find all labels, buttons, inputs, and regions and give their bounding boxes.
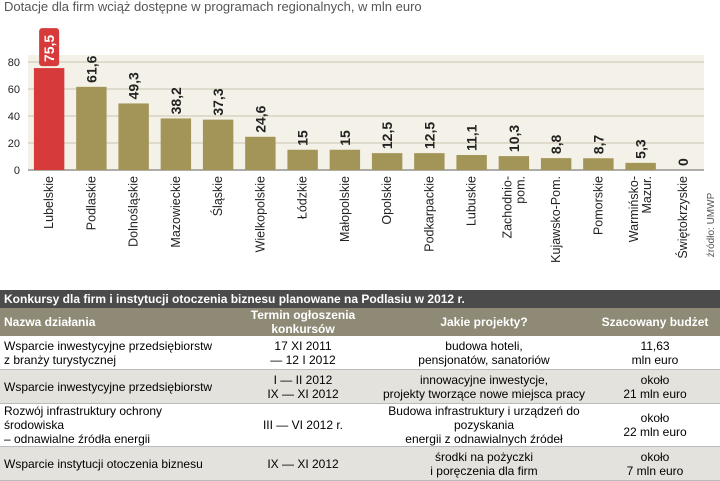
table-cell: około 22 mln euro (590, 403, 720, 447)
header-cell: Jakie projekty? (378, 308, 590, 336)
x-tick-label: Podlaskie (84, 176, 98, 230)
x-tick-label: Pomorskie (591, 176, 605, 235)
source: źródło: UMWP (706, 192, 717, 257)
table-cell: Wsparcie inwestycyjne przedsiębiorstw z … (0, 336, 228, 370)
table-row: Wsparcie inwestycyjne przedsiębiorstw z … (0, 336, 720, 370)
header-row: Nazwa działania Termin ogłoszenia konkurs… (0, 308, 720, 336)
x-tick-label: Lubuskie (465, 176, 479, 226)
x-tick-label: Warmińsko-Mazur. (627, 176, 654, 242)
table-cell: I — II 2012 IX — XI 2012 (228, 369, 378, 404)
x-tick-label: Lubelskie (42, 176, 56, 229)
x-tick-label: Opolskie (380, 176, 394, 225)
bar (76, 86, 107, 170)
value-label: 8,7 (590, 135, 606, 155)
y-tick-label: 0 (14, 165, 20, 177)
bar (540, 158, 572, 170)
bar (583, 158, 614, 170)
value-label: 61,6 (83, 55, 99, 82)
x-tick-label: Świętokrzyskie (675, 176, 690, 259)
value-label: 15 (295, 130, 311, 146)
value-label: 75,5 (41, 35, 57, 62)
bar (498, 156, 530, 170)
table: Konkursy dla firm i instytucji otoczenia… (0, 290, 720, 481)
table-cell: środki na pożyczki i poręczenia dla firm (378, 446, 590, 481)
value-label: 38,2 (168, 87, 184, 114)
x-tick-label: Zachodnio-pom. (500, 176, 527, 239)
chart: Dotacje dla firm wciąż dostępne w progra… (4, 0, 717, 263)
value-label: 5,3 (633, 139, 649, 159)
table-cell: III — VI 2012 r. (228, 403, 378, 447)
x-tick-label: Wielkopolskie (253, 176, 267, 252)
y-tick-label: 20 (8, 138, 20, 150)
bar (245, 136, 276, 170)
table-cell: Rozwój infrastruktury ochrony środowiska… (0, 403, 228, 447)
value-label: 12,5 (421, 122, 437, 149)
table-cell: Wsparcie inwestycyjne przedsiębiorstw (0, 369, 228, 404)
table-cell: 17 XI 2011 — 12 I 2012 (228, 336, 378, 370)
table-cell: około 7 mln euro (590, 446, 720, 481)
table-cell: IX — XI 2012 (228, 446, 378, 481)
value-label: 0 (675, 158, 691, 166)
bar (329, 149, 361, 170)
value-label: 12,5 (379, 122, 395, 149)
y-tick-label: 40 (8, 111, 20, 123)
header-cell: Nazwa działania (0, 308, 228, 336)
x-tick-label: Śląskie (210, 176, 225, 216)
value-label: 10,3 (506, 125, 522, 152)
bar (625, 162, 656, 170)
value-label: 15 (337, 130, 353, 146)
bar (118, 103, 149, 170)
table-cell: budowa hoteli, pensjonatów, sanatoriów (378, 336, 590, 370)
bar (414, 153, 445, 170)
table-cell: Wsparcie instytucji otoczenia biznesu (0, 446, 228, 481)
bar (160, 118, 192, 170)
value-label: 8,8 (548, 134, 564, 154)
table-cell: około 21 mln euro (590, 369, 720, 404)
y-tick-label: 60 (8, 84, 20, 96)
x-tick-label: Dolnośląskie (127, 176, 141, 247)
bar (202, 119, 234, 170)
chart-title: Dotacje dla firm wciąż dostępne w progra… (4, 0, 422, 14)
table-title: Konkursy dla firm i instytucji otoczenia… (0, 290, 720, 308)
table-row: Wsparcie inwestycyjne przedsiębiorstw I —… (0, 369, 720, 404)
table-cell: 11,63 mln euro (590, 336, 720, 370)
x-tick-label: Małopolskie (338, 176, 352, 242)
table-cell: innowacyjne inwestycje, projekty tworząc… (378, 369, 590, 404)
table-row: Rozwój infrastruktury ochrony środowiska… (0, 403, 720, 447)
x-tick-label: Podkarpackie (422, 176, 436, 252)
value-label: 37,3 (210, 88, 226, 115)
bar (371, 153, 403, 170)
value-label: 24,6 (252, 105, 268, 132)
bar (456, 155, 487, 170)
value-label: 11,1 (464, 124, 480, 151)
x-tick-label: Mazowieckie (169, 176, 183, 248)
table-cell: Budowa infrastruktury i urządzeń do pozy… (378, 403, 590, 447)
value-label-box (39, 28, 60, 67)
table-row: Wsparcie instytucji otoczenia biznesu IX … (0, 446, 720, 481)
y-tick-label: 80 (8, 57, 20, 69)
header-cell: Szacowany budżet (590, 308, 720, 336)
header-cell: Termin ogłoszenia konkursów (228, 308, 378, 336)
bar (287, 149, 318, 170)
value-label: 49,3 (126, 72, 142, 99)
x-tick-label: Łódzkie (296, 176, 310, 219)
x-tick-label: Kujawsko-Pom. (549, 176, 563, 263)
bar (33, 68, 65, 170)
